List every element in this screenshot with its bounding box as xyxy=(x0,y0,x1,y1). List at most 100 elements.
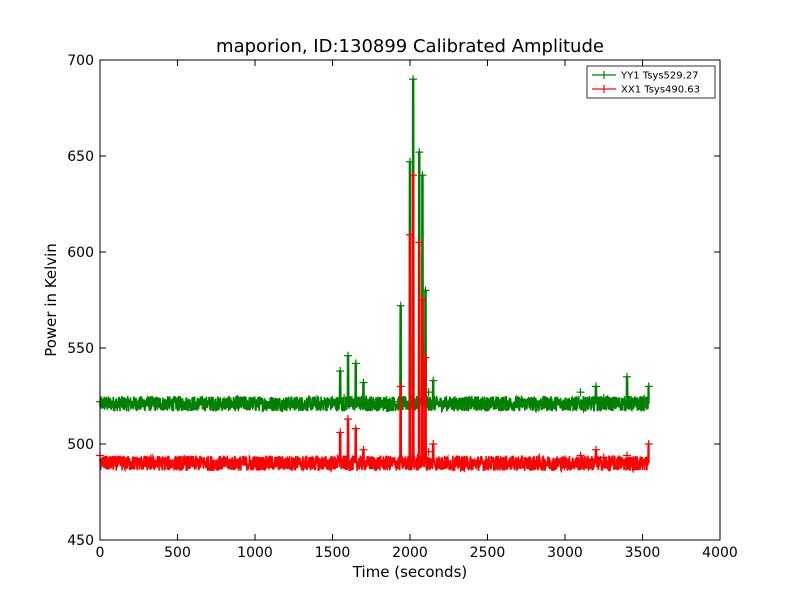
data-point-marker xyxy=(415,238,424,247)
y-axis-title: Power in Kelvin xyxy=(42,243,60,357)
data-point-marker xyxy=(429,376,438,385)
data-point-marker xyxy=(165,461,174,470)
data-point-marker xyxy=(530,457,538,466)
data-point-marker xyxy=(328,395,337,404)
data-point-marker xyxy=(189,459,197,468)
data-point-marker xyxy=(437,397,445,406)
data-point-marker xyxy=(545,399,554,408)
data-point-marker xyxy=(401,457,410,466)
data-point-marker xyxy=(452,457,461,466)
y-tick-label: 550 xyxy=(67,341,94,357)
x-tick-label: 3000 xyxy=(547,545,583,561)
data-point-marker xyxy=(638,399,647,408)
data-point-marker xyxy=(189,399,197,408)
data-point-marker xyxy=(351,424,360,433)
data-point-marker xyxy=(514,459,523,468)
data-point-marker xyxy=(592,445,600,454)
y-tick-label: 650 xyxy=(67,149,94,165)
chart-title: maporion, ID:130899 Calibrated Amplitude xyxy=(216,36,604,57)
data-point-marker xyxy=(390,457,399,466)
data-point-marker xyxy=(258,399,267,408)
data-point-marker xyxy=(607,457,616,466)
data-point-marker xyxy=(165,401,174,410)
data-point-marker xyxy=(359,445,368,454)
x-axis-title: Time (seconds) xyxy=(352,563,468,581)
axes-layer: 0 500 1000 1500 2000 2500 3000 3500 4000 450 500 55… xyxy=(67,53,738,561)
data-point-marker xyxy=(305,459,314,468)
x-tick-label: 4000 xyxy=(702,545,738,561)
data-point-marker xyxy=(592,382,600,391)
series-0 xyxy=(96,75,653,414)
series-line-1 xyxy=(99,174,649,474)
data-point-marker xyxy=(421,353,430,362)
x-tick-label: 1500 xyxy=(315,545,351,561)
data-point-marker xyxy=(623,372,631,381)
data-point-marker xyxy=(336,428,345,437)
data-point-marker xyxy=(344,415,352,424)
data-point-marker xyxy=(638,457,647,466)
legend: YY1 Tsys529.27 XX1 Tsys490.63 xyxy=(586,65,716,99)
data-point-marker xyxy=(576,451,585,460)
data-point-marker xyxy=(483,459,492,468)
data-point-marker xyxy=(607,399,616,408)
y-tick-label: 500 xyxy=(67,437,94,453)
data-point-marker xyxy=(344,351,352,360)
data-point-marker xyxy=(545,457,554,466)
data-point-marker xyxy=(396,382,405,391)
x-tick-label: 2000 xyxy=(392,545,428,561)
data-point-marker xyxy=(468,399,476,408)
data-point-marker xyxy=(142,397,151,406)
x-tick-label: 3500 xyxy=(625,545,661,561)
data-point-marker xyxy=(418,171,427,180)
x-tick-label: 0 xyxy=(96,545,105,561)
x-tick-label: 2500 xyxy=(470,545,506,561)
data-point-marker xyxy=(347,395,356,404)
data-point-marker xyxy=(424,447,433,456)
data-point-marker xyxy=(305,399,314,408)
data-point-marker xyxy=(584,397,593,406)
data-point-marker xyxy=(320,397,329,406)
series-layer xyxy=(96,75,653,474)
data-point-marker xyxy=(468,459,476,468)
data-point-marker xyxy=(212,401,221,410)
data-point-marker xyxy=(409,75,418,84)
data-point-marker xyxy=(415,148,424,157)
data-point-marker xyxy=(530,399,538,408)
data-point-marker xyxy=(282,401,290,410)
legend-box xyxy=(586,65,716,99)
data-point-marker xyxy=(340,393,349,402)
data-point-marker xyxy=(340,455,349,464)
data-point-marker xyxy=(644,382,653,391)
data-point-marker xyxy=(119,399,128,408)
data-point-marker xyxy=(212,461,221,470)
data-point-marker xyxy=(347,457,356,466)
data-point-marker xyxy=(359,378,368,387)
legend-label: YY1 Tsys529.27 xyxy=(620,71,699,82)
data-point-marker xyxy=(561,397,569,406)
data-point-marker xyxy=(328,457,337,466)
data-point-marker xyxy=(561,455,569,464)
legend-item-1: XX1 Tsys490.63 xyxy=(592,85,700,96)
data-point-marker xyxy=(630,399,639,408)
data-point-marker xyxy=(282,459,290,468)
data-point-marker xyxy=(499,457,507,466)
data-point-marker xyxy=(320,459,329,468)
data-point-marker xyxy=(499,399,507,408)
data-point-marker xyxy=(418,296,427,304)
x-tick-label: 1000 xyxy=(237,545,273,561)
series-1 xyxy=(96,171,653,474)
data-point-marker xyxy=(615,397,624,406)
data-point-marker xyxy=(119,459,128,468)
series-line-0 xyxy=(99,78,649,414)
data-point-marker xyxy=(367,395,376,404)
data-point-marker xyxy=(390,397,399,406)
data-point-marker xyxy=(401,397,410,406)
data-point-marker xyxy=(483,399,492,408)
data-point-marker xyxy=(437,457,445,466)
data-point-marker xyxy=(351,359,360,368)
data-point-marker xyxy=(644,440,653,448)
legend-item-0: YY1 Tsys529.27 xyxy=(592,71,699,82)
data-point-marker xyxy=(599,453,608,462)
